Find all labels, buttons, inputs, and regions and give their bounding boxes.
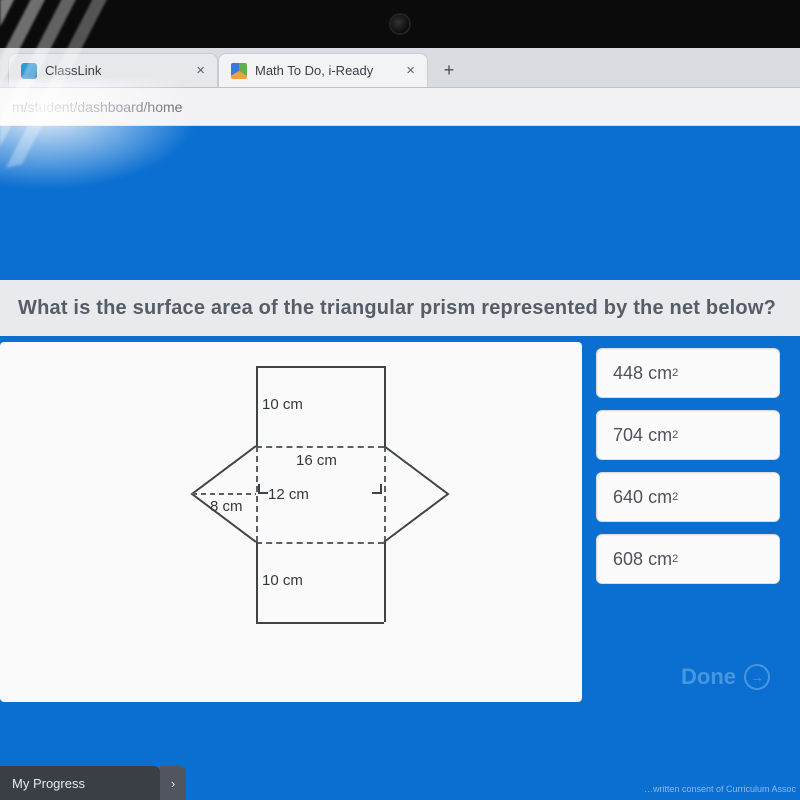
- answer-value: 704: [613, 425, 643, 446]
- net-edge: [256, 542, 258, 622]
- tab-iready[interactable]: Math To Do, i-Ready ×: [218, 53, 428, 87]
- tab-label: Math To Do, i-Ready: [255, 63, 373, 78]
- copyright-fragment: …written consent of Curriculum Assoc: [644, 784, 796, 794]
- answer-value: 640: [613, 487, 643, 508]
- net-edge: [384, 542, 386, 622]
- question-bar: What is the surface area of the triangul…: [0, 280, 800, 336]
- laptop-bezel: [0, 0, 800, 48]
- answer-unit: cm: [648, 363, 672, 384]
- work-area: 10 cm 16 cm 12 cm 8 cm 10 cm 448 cm2 704…: [0, 342, 780, 702]
- answer-option[interactable]: 448 cm2: [596, 348, 780, 398]
- answer-unit: cm: [648, 549, 672, 570]
- tab-classlink[interactable]: ClassLink ×: [8, 53, 218, 87]
- net-edge: [256, 622, 384, 624]
- classlink-favicon-icon: [21, 63, 37, 79]
- net-fold: [256, 542, 384, 544]
- answer-option[interactable]: 608 cm2: [596, 534, 780, 584]
- close-icon[interactable]: ×: [406, 62, 415, 79]
- answer-unit: cm: [648, 425, 672, 446]
- net-triangle-left: [192, 446, 256, 542]
- browser-window: ClassLink × Math To Do, i-Ready × + m/st…: [0, 48, 800, 800]
- iready-favicon-icon: [231, 63, 247, 79]
- net-edge: [256, 366, 384, 368]
- answer-unit: cm: [648, 487, 672, 508]
- tab-strip: ClassLink × Math To Do, i-Ready × +: [0, 48, 800, 88]
- net-fold: [256, 446, 384, 448]
- answer-list: 448 cm2 704 cm2 640 cm2 608 cm2: [596, 342, 780, 702]
- answer-option[interactable]: 704 cm2: [596, 410, 780, 460]
- done-button[interactable]: Done →: [681, 664, 770, 690]
- net-fold: [256, 446, 258, 542]
- right-angle-icon: [258, 484, 268, 494]
- dim-center-w: 16 cm: [296, 452, 337, 469]
- diagram-panel: 10 cm 16 cm 12 cm 8 cm 10 cm: [0, 342, 582, 702]
- dim-tri-h: 8 cm: [210, 498, 243, 515]
- answer-option[interactable]: 640 cm2: [596, 472, 780, 522]
- dim-top-h: 10 cm: [262, 396, 303, 413]
- net-edge: [256, 366, 258, 446]
- net-triangle-right: [384, 446, 448, 542]
- answer-exp: 2: [672, 553, 678, 565]
- answer-exp: 2: [672, 429, 678, 441]
- done-label: Done: [681, 664, 736, 690]
- dim-bottom-h: 10 cm: [262, 572, 303, 589]
- right-angle-icon: [372, 484, 382, 494]
- prism-net: 10 cm 16 cm 12 cm 8 cm 10 cm: [200, 366, 460, 686]
- page-viewport: What is the surface area of the triangul…: [0, 126, 800, 800]
- answer-exp: 2: [672, 367, 678, 379]
- tab-label: ClassLink: [45, 63, 101, 78]
- answer-value: 608: [613, 549, 643, 570]
- answer-exp: 2: [672, 491, 678, 503]
- address-bar[interactable]: m/student/dashboard/home: [0, 88, 800, 126]
- my-progress-toggle[interactable]: My Progress: [0, 766, 160, 800]
- progress-label: My Progress: [12, 776, 85, 791]
- dim-center-h: 12 cm: [268, 486, 309, 503]
- question-text: What is the surface area of the triangul…: [18, 297, 776, 320]
- camera-icon: [389, 13, 411, 35]
- close-icon[interactable]: ×: [196, 62, 205, 79]
- progress-caret-button[interactable]: ›: [160, 766, 186, 800]
- arrow-right-icon: →: [744, 664, 770, 690]
- url-fragment: m/student/dashboard/home: [12, 99, 182, 115]
- answer-value: 448: [613, 363, 643, 384]
- net-edge: [384, 366, 386, 446]
- new-tab-button[interactable]: +: [434, 55, 464, 85]
